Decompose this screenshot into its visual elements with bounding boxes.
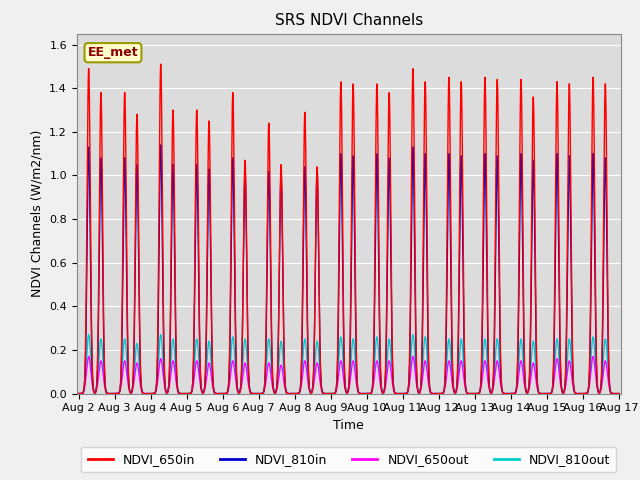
NDVI_650in — [157, 61, 164, 67]
NDVI_810out — [85, 332, 93, 337]
X-axis label: Time: Time — [333, 419, 364, 432]
NDVI_810out — [75, 391, 83, 396]
NDVI_650in — [282, 387, 289, 393]
Title: SRS NDVI Channels: SRS NDVI Channels — [275, 13, 423, 28]
NDVI_650out — [563, 375, 570, 381]
NDVI_650in — [615, 391, 623, 396]
NDVI_650in — [563, 310, 570, 315]
NDVI_650out — [565, 358, 573, 364]
NDVI_650out — [75, 391, 83, 396]
NDVI_810out — [413, 379, 420, 385]
NDVI_810out — [563, 365, 570, 371]
NDVI_810in — [563, 328, 570, 334]
NDVI_650in — [587, 307, 595, 313]
NDVI_650out — [140, 390, 147, 396]
NDVI_810out — [565, 336, 573, 342]
NDVI_810out — [615, 391, 623, 396]
NDVI_650in — [413, 373, 420, 379]
NDVI_650out — [587, 373, 595, 379]
Line: NDVI_650in: NDVI_650in — [79, 64, 619, 394]
NDVI_810in — [565, 154, 573, 159]
NDVI_650in — [75, 391, 83, 396]
NDVI_810in — [75, 391, 83, 396]
NDVI_810in — [615, 391, 623, 396]
Legend: NDVI_650in, NDVI_810in, NDVI_650out, NDVI_810out: NDVI_650in, NDVI_810in, NDVI_650out, NDV… — [81, 447, 616, 472]
Line: NDVI_650out: NDVI_650out — [79, 357, 619, 394]
NDVI_810out — [140, 390, 147, 396]
NDVI_810in — [157, 142, 164, 148]
NDVI_650in — [140, 391, 147, 396]
Text: EE_met: EE_met — [88, 46, 138, 59]
NDVI_810in — [413, 377, 420, 383]
NDVI_810in — [587, 327, 595, 333]
NDVI_650out — [615, 391, 623, 396]
NDVI_810out — [587, 364, 595, 370]
NDVI_810in — [282, 387, 289, 393]
NDVI_650in — [565, 82, 573, 88]
Line: NDVI_810out: NDVI_810out — [79, 335, 619, 394]
Y-axis label: NDVI Channels (W/m2/nm): NDVI Channels (W/m2/nm) — [31, 130, 44, 297]
NDVI_650out — [85, 354, 93, 360]
Line: NDVI_810in: NDVI_810in — [79, 145, 619, 394]
NDVI_810out — [282, 385, 289, 391]
NDVI_650out — [282, 388, 289, 394]
NDVI_810in — [140, 391, 147, 396]
NDVI_650out — [413, 384, 420, 389]
